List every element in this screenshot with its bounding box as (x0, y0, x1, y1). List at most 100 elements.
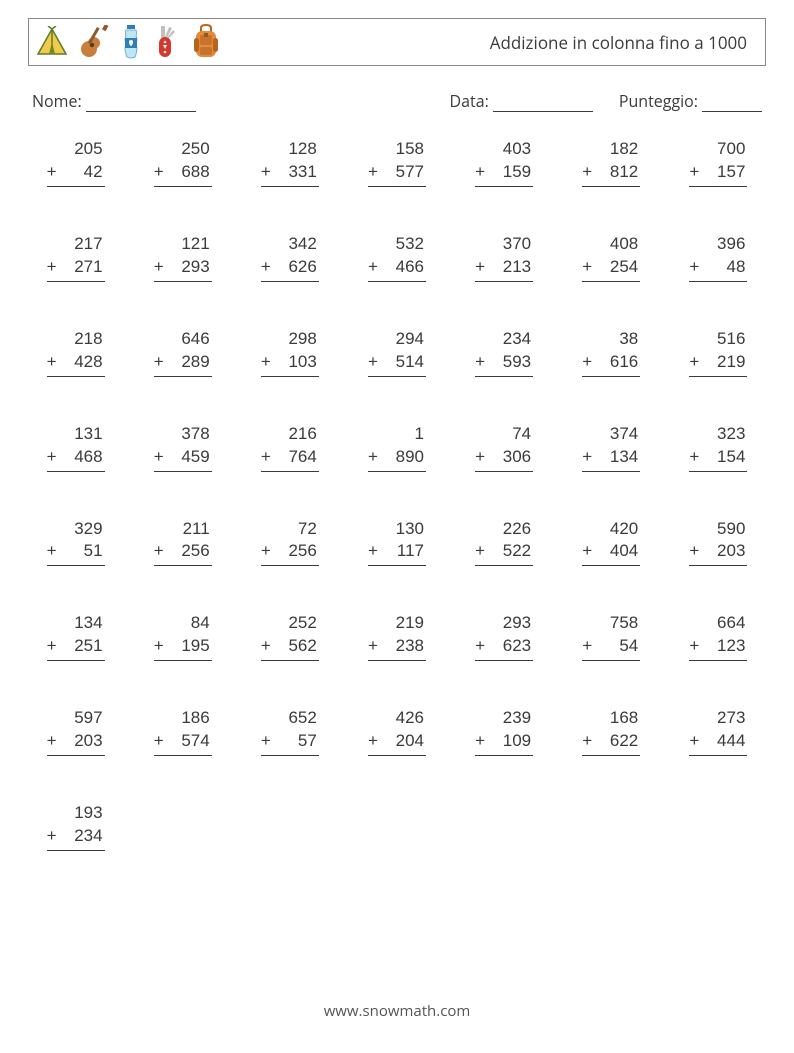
addition-problem: 426+204 (368, 707, 426, 756)
plus-sign: + (689, 161, 699, 184)
addition-problem: 239+109 (475, 707, 533, 756)
plus-sign: + (261, 161, 271, 184)
plus-sign: + (582, 351, 592, 374)
date-blank[interactable] (493, 96, 593, 112)
addend-top: 426 (368, 707, 426, 730)
addition-problem: 121+293 (154, 233, 212, 282)
addend-bottom-row: +213 (475, 256, 533, 282)
score-blank[interactable] (702, 96, 762, 112)
plus-sign: + (154, 540, 164, 563)
addend-bottom-row: +134 (582, 446, 640, 472)
addition-problem: 128+331 (261, 138, 319, 187)
addition-problem: 370+213 (475, 233, 533, 282)
addend-bottom-row: +468 (47, 446, 105, 472)
addend-bottom-row: +289 (154, 351, 212, 377)
addend-bottom-row: +42 (47, 161, 105, 187)
addend-bottom: 459 (181, 446, 209, 469)
addend-bottom: 234 (74, 825, 102, 848)
addend-bottom: 812 (610, 161, 638, 184)
addend-bottom: 48 (727, 256, 746, 279)
plus-sign: + (47, 256, 57, 279)
addend-top: 374 (582, 423, 640, 446)
worksheet-page: Addizione in colonna fino a 1000 Nome: D… (0, 0, 794, 1041)
addend-top: 329 (47, 518, 105, 541)
addend-top: 298 (261, 328, 319, 351)
meta-line: Nome: Data: Punteggio: (28, 90, 766, 112)
plus-sign: + (47, 825, 57, 848)
addend-top: 168 (582, 707, 640, 730)
plus-sign: + (368, 540, 378, 563)
plus-sign: + (47, 635, 57, 658)
addend-bottom-row: +103 (261, 351, 319, 377)
plus-sign: + (582, 730, 592, 753)
addend-bottom-row: +577 (368, 161, 426, 187)
problems-grid: 205+42250+688128+331158+577403+159182+81… (28, 138, 766, 851)
addend-bottom-row: +428 (47, 351, 105, 377)
addend-bottom-row: +890 (368, 446, 426, 472)
plus-sign: + (368, 256, 378, 279)
addend-top: 250 (154, 138, 212, 161)
addend-bottom-row: +48 (689, 256, 747, 282)
addend-bottom: 466 (396, 256, 424, 279)
addend-top: 38 (582, 328, 640, 351)
addition-problem: 298+103 (261, 328, 319, 377)
addend-top: 532 (368, 233, 426, 256)
addend-bottom: 577 (396, 161, 424, 184)
addend-bottom: 574 (181, 730, 209, 753)
addend-top: 205 (47, 138, 105, 161)
addend-bottom: 134 (610, 446, 638, 469)
addend-bottom-row: +466 (368, 256, 426, 282)
plus-sign: + (582, 256, 592, 279)
plus-sign: + (582, 161, 592, 184)
addend-bottom: 468 (74, 446, 102, 469)
plus-sign: + (368, 446, 378, 469)
addend-top: 234 (475, 328, 533, 351)
addend-bottom-row: +764 (261, 446, 319, 472)
plus-sign: + (689, 351, 699, 374)
addend-bottom-row: +444 (689, 730, 747, 756)
plus-sign: + (368, 730, 378, 753)
addend-bottom: 616 (610, 351, 638, 374)
addend-bottom-row: +688 (154, 161, 212, 187)
addend-bottom: 54 (619, 635, 638, 658)
addition-problem: 329+51 (47, 518, 105, 567)
addend-bottom: 890 (396, 446, 424, 469)
addend-top: 664 (689, 612, 747, 635)
addend-bottom: 42 (84, 161, 103, 184)
addend-bottom: 109 (503, 730, 531, 753)
name-blank[interactable] (86, 96, 196, 112)
addend-bottom: 428 (74, 351, 102, 374)
plus-sign: + (154, 730, 164, 753)
addend-top: 186 (154, 707, 212, 730)
plus-sign: + (154, 161, 164, 184)
addition-problem: 130+117 (368, 518, 426, 567)
addend-bottom: 514 (396, 351, 424, 374)
addend-top: 396 (689, 233, 747, 256)
addend-bottom: 289 (181, 351, 209, 374)
addition-problem: 758+54 (582, 612, 640, 661)
addend-top: 378 (154, 423, 212, 446)
addend-bottom: 256 (181, 540, 209, 563)
addend-bottom-row: +593 (475, 351, 533, 377)
addend-top: 646 (154, 328, 212, 351)
addition-problem: 134+251 (47, 612, 105, 661)
plus-sign: + (154, 446, 164, 469)
addend-top: 420 (582, 518, 640, 541)
plus-sign: + (475, 351, 485, 374)
plus-sign: + (689, 730, 699, 753)
addition-problem: 219+238 (368, 612, 426, 661)
addend-top: 293 (475, 612, 533, 635)
addend-bottom-row: +626 (261, 256, 319, 282)
plus-sign: + (475, 446, 485, 469)
addend-bottom-row: +154 (689, 446, 747, 472)
addend-top: 219 (368, 612, 426, 635)
addition-problem: 193+234 (47, 802, 105, 851)
addend-bottom-row: +159 (475, 161, 533, 187)
addend-top: 273 (689, 707, 747, 730)
name-label: Nome: (32, 90, 82, 112)
addend-top: 130 (368, 518, 426, 541)
addend-bottom: 404 (610, 540, 638, 563)
addition-problem: 403+159 (475, 138, 533, 187)
plus-sign: + (689, 540, 699, 563)
addend-bottom-row: +574 (154, 730, 212, 756)
